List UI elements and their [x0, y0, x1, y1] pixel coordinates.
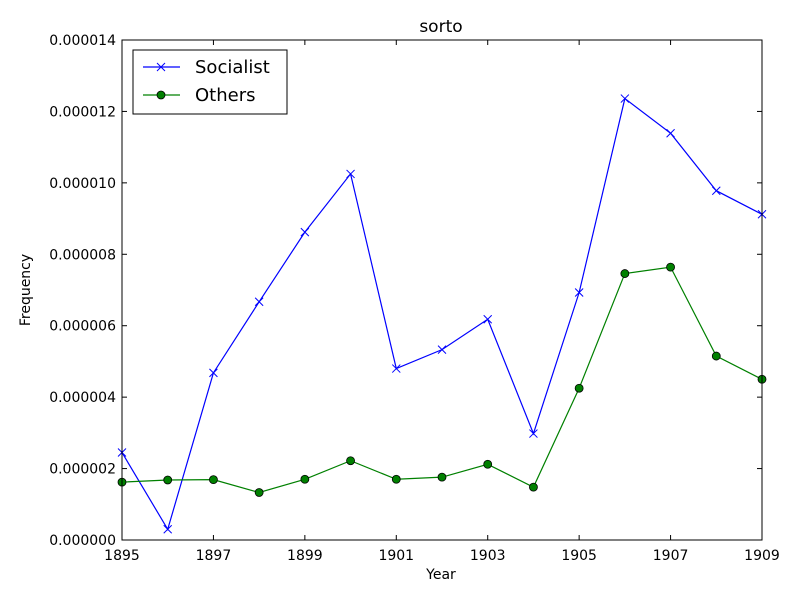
data-point-others-1906: [620, 269, 630, 278]
x-tick-label: 1901: [378, 548, 414, 564]
data-point-socialist-1903: [483, 314, 493, 324]
x-tick-label: 1907: [653, 548, 689, 564]
data-point-socialist-1907: [666, 128, 675, 138]
y-tick-label: 0.000002: [49, 462, 116, 478]
data-point-others-1899: [300, 474, 310, 484]
legend-marker-socialist: [156, 62, 166, 72]
data-point-others-1903: [483, 459, 493, 469]
data-point-others-1900: [346, 456, 355, 466]
data-point-others-1901: [391, 474, 401, 484]
data-point-others-1898: [254, 488, 264, 497]
y-tick-label: 0.000006: [49, 319, 116, 335]
x-tick-label: 1897: [196, 548, 232, 564]
legend-label-others: Others: [195, 85, 256, 106]
plot-frame: [121, 39, 763, 541]
data-point-socialist-1908: [711, 186, 721, 196]
y-tick-label: 0.000010: [49, 176, 116, 192]
axis-tick-labels: 1895 1897 1899 1901 1903 1905 1907 1909 0.000000…: [49, 33, 780, 564]
data-point-others-1897: [209, 475, 218, 485]
chart-title: sorto: [419, 17, 462, 37]
y-axis-label: Frequency: [18, 254, 34, 326]
legend-marker-others: [156, 90, 166, 100]
data-point-socialist-1902: [437, 345, 447, 354]
y-tick-label: 0.000012: [49, 104, 116, 120]
x-tick-label: 1909: [744, 548, 780, 564]
data-point-others-1907: [666, 262, 675, 272]
data-point-socialist-1897: [209, 368, 218, 378]
data-point-socialist-1905: [574, 288, 584, 297]
series-markers: [117, 94, 767, 534]
data-point-others-1896: [163, 475, 173, 485]
legend-label-socialist: Socialist: [195, 57, 270, 78]
data-point-socialist-1900: [346, 169, 355, 179]
data-point-socialist-1899: [300, 227, 310, 237]
x-axis-label: Year: [425, 567, 456, 583]
y-tick-label: 0.000000: [49, 533, 116, 549]
data-point-others-1904: [529, 482, 538, 492]
legend: Socialist Others: [132, 49, 288, 115]
data-point-socialist-1901: [391, 364, 401, 373]
data-point-socialist-1906: [620, 94, 630, 103]
legend-box: [132, 49, 288, 115]
data-point-others-1908: [711, 351, 721, 361]
x-tick-label: 1899: [287, 548, 323, 564]
x-tick-label: 1905: [561, 548, 597, 564]
data-point-socialist-1898: [254, 297, 264, 307]
data-point-socialist-1896: [163, 524, 173, 534]
data-point-others-1905: [574, 383, 584, 393]
y-tick-label: 0.000014: [49, 33, 116, 49]
x-tick-label: 1895: [104, 548, 140, 564]
x-tick-label: 1903: [470, 548, 506, 564]
y-tick-label: 0.000004: [49, 390, 116, 406]
y-tick-label: 0.000008: [49, 247, 116, 263]
data-point-socialist-1904: [529, 429, 538, 438]
data-point-others-1902: [437, 472, 447, 482]
